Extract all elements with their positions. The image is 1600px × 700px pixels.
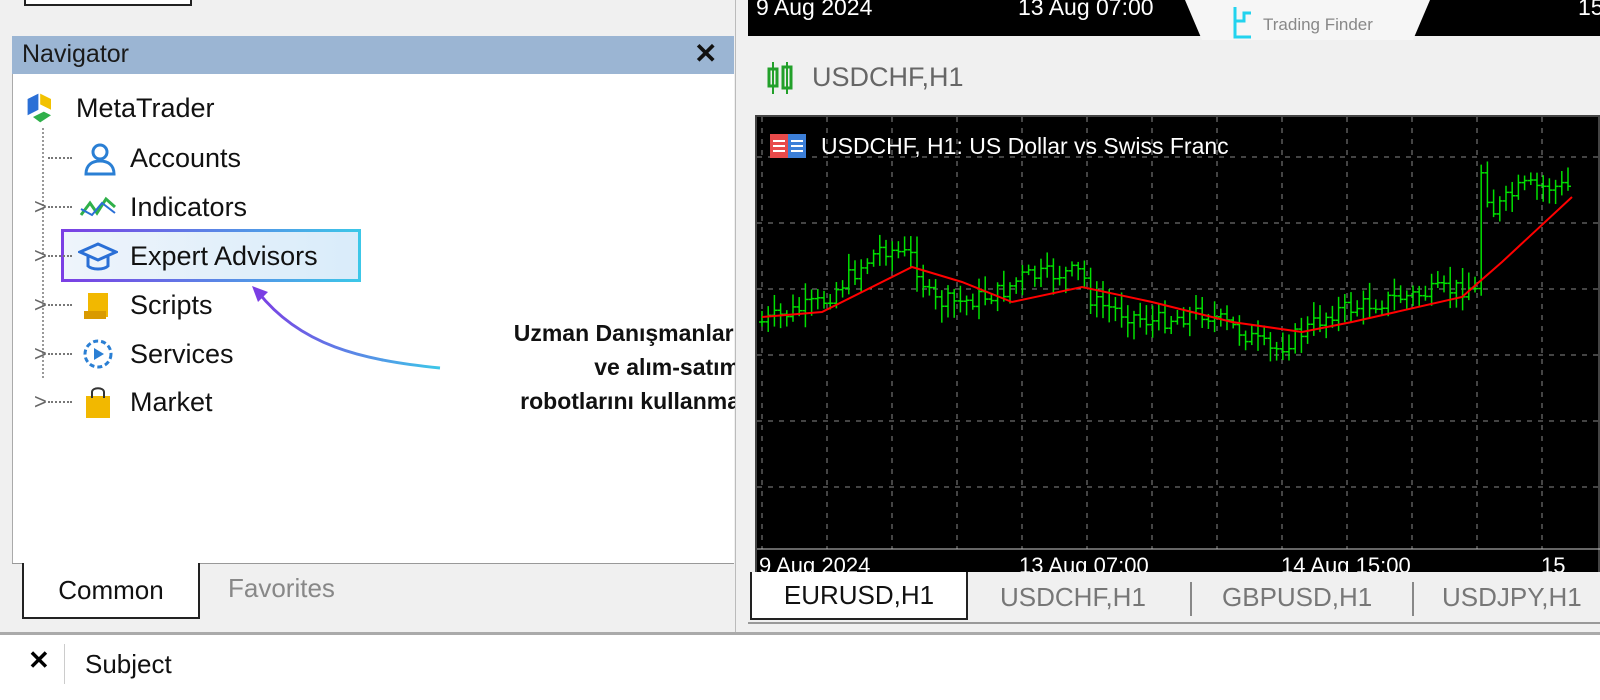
tree-root-label: MetaTrader [76,92,215,123]
scripts-icon [84,293,108,319]
tree-connector [48,401,72,403]
expand-chevron-icon[interactable]: > [34,341,47,366]
annotation-arrow [252,286,441,370]
tree-connector [48,353,72,355]
tree-connector [48,206,72,208]
metatrader-icon [27,93,51,123]
tree-item-label: Market [130,386,213,417]
bottom-close-button[interactable]: ✕ [28,645,50,675]
chart-tab-gbpusd[interactable]: GBPUSD,H1 [1222,582,1373,612]
logo-text: Trading Finder [1263,15,1373,34]
chart-tab-usdchf[interactable]: USDCHF,H1 [1000,582,1146,612]
panel-splitter[interactable] [735,0,747,632]
toolbar-box[interactable] [24,0,192,6]
tree-item-label: Services [130,338,234,369]
expand-chevron-icon[interactable]: > [34,389,47,414]
tree-connector [48,255,72,257]
price-chart[interactable]: USDCHF, H1: US Dollar vs Swiss Franc 9 A… [755,115,1600,578]
date-label: 15 [1578,0,1600,20]
chart-window-title: USDCHF,H1 [812,62,964,92]
logo-icon [1233,7,1251,39]
navigator-title: Navigator [22,40,129,68]
tab-separator [1190,582,1192,616]
expand-chevron-icon[interactable]: > [34,194,47,219]
chart-symbol-icon [770,134,806,158]
annotation-line: robotlarını kullanma [520,388,740,414]
tree-item-label: Expert Advisors [130,240,318,271]
tree-connector [48,157,72,159]
annotation-line: ve alım-satım [594,354,740,380]
expert-advisors-icon [78,242,118,271]
tab-separator [1412,582,1414,616]
navigator-close-button[interactable]: ✕ [694,38,718,69]
accounts-icon [84,143,116,176]
toolbar-strip [0,0,740,36]
navigator-panel [12,36,734,632]
chart-tab-eurusd[interactable]: EURUSD,H1 [750,572,968,620]
tree-connector [48,304,72,306]
annotation-text: Uzman Danışmanları ve alım-satım robotla… [440,316,740,418]
tree-item-label: Indicators [130,191,248,222]
tree-line [42,128,44,378]
tab-common[interactable]: Common [22,563,200,619]
tree-item-label: Scripts [130,289,213,320]
chart-label: USDCHF, H1: US Dollar vs Swiss Franc [821,133,1229,159]
navigator-header [12,36,734,74]
moving-average-line [761,196,1573,334]
expand-chevron-icon[interactable]: > [34,243,47,268]
annotation-line: Uzman Danışmanları [513,320,740,346]
date-label: 9 Aug 2024 [756,0,873,20]
chart-strip-top: 9 Aug 2024 13 Aug 07:00 15 [748,0,1600,36]
chart-canvas [757,117,1600,550]
tab-favorites[interactable]: Favorites [228,573,335,603]
market-icon [86,387,110,418]
indicators-icon [79,196,116,217]
chart-tab-usdjpy[interactable]: USDJPY,H1 [1442,582,1582,612]
date-label: 13 Aug 07:00 [1018,0,1154,20]
services-icon [83,339,113,369]
candlestick-icon [767,62,793,94]
bottom-panel [0,632,1600,700]
trading-finder-logo: Trading Finder [1185,0,1430,46]
tree-item-label: Accounts [130,142,242,173]
expand-chevron-icon[interactable]: > [34,292,47,317]
subject-column-header[interactable]: Subject [64,644,1600,684]
